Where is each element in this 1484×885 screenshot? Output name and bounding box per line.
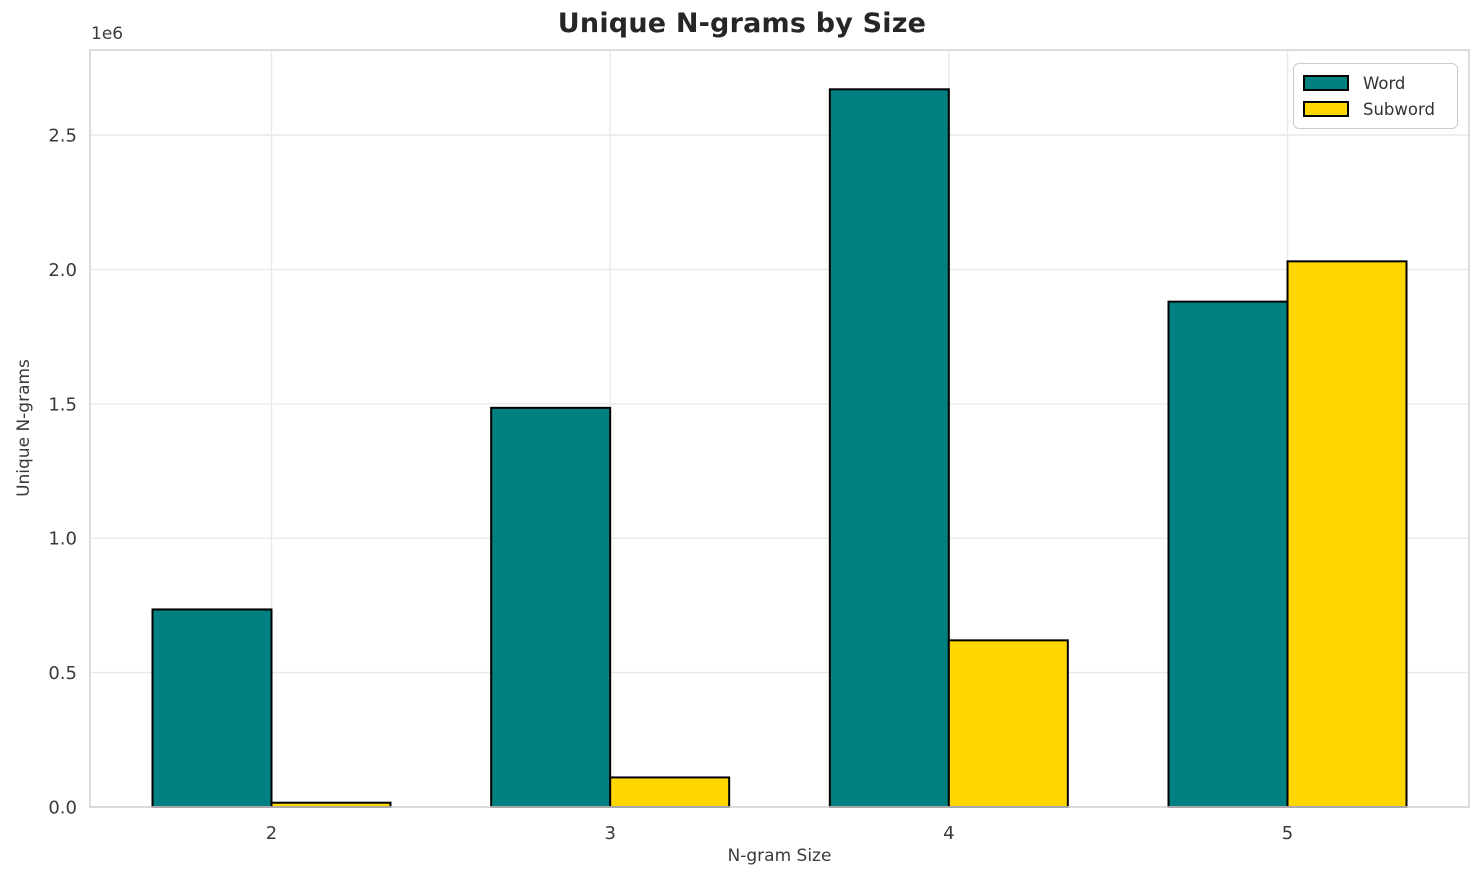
x-tick-label-2: 2 — [266, 823, 277, 844]
bar-word-4 — [828, 88, 950, 808]
y-tick-label-2.0: 2.0 — [48, 260, 77, 281]
legend-label-word: Word — [1363, 73, 1406, 93]
legend-swatch-subword-icon — [1303, 101, 1349, 117]
bar-subword-3 — [609, 776, 731, 809]
bar-word-2 — [151, 608, 273, 808]
axes-spines — [89, 49, 1470, 808]
x-tick-label-3: 3 — [604, 823, 615, 844]
bar-subword-4 — [947, 639, 1069, 808]
y-axis-offset-text: 1e6 — [91, 24, 124, 44]
legend-label-subword: Subword — [1363, 99, 1435, 119]
bar-subword-5 — [1286, 260, 1408, 808]
legend-swatch-word-icon — [1303, 75, 1349, 91]
y-tick-label-2.5: 2.5 — [48, 126, 77, 147]
y-axis-label: Unique N-grams — [14, 359, 34, 497]
legend-item-subword: Subword — [1303, 100, 1448, 119]
x-axis-label: N-gram Size — [727, 846, 832, 866]
y-tick-label-1.5: 1.5 — [48, 394, 77, 415]
chart-title: Unique N-grams by Size — [557, 8, 927, 39]
y-tick-label-0.0: 0.0 — [48, 798, 77, 819]
bar-word-5 — [1167, 300, 1289, 808]
x-tick-label-4: 4 — [943, 823, 954, 844]
legend-box: Word Subword — [1293, 63, 1458, 129]
bar-word-3 — [490, 406, 612, 808]
legend-item-word: Word — [1303, 74, 1448, 93]
x-tick-label-5: 5 — [1282, 823, 1293, 844]
y-tick-label-1.0: 1.0 — [48, 529, 77, 550]
y-tick-label-0.5: 0.5 — [48, 663, 77, 684]
